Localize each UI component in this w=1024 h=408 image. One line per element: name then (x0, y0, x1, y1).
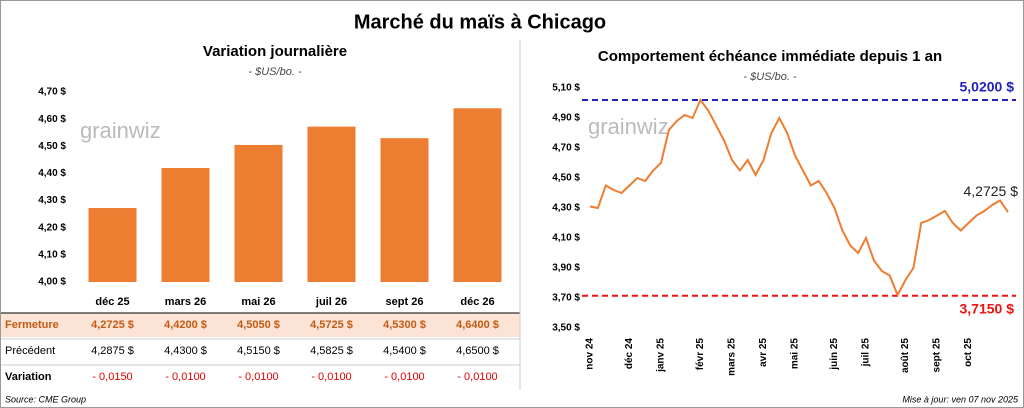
x-tick-label: mars 26 (165, 296, 207, 308)
x-tick-label: avr 25 (758, 338, 769, 367)
updated: Mise à jour: ven 07 nov 2025 (902, 394, 1019, 404)
table-cell: - 0,0100 (165, 371, 205, 383)
x-tick-label: sept 25 (932, 338, 943, 373)
x-tick-label: déc 26 (460, 296, 494, 308)
y-tick-label: 4,50 $ (552, 173, 580, 184)
page-title: Marché du maïs à Chicago (354, 11, 606, 33)
row-label: Précédent (5, 345, 55, 357)
row-highlight (1, 313, 520, 337)
table-cell: 4,5825 $ (310, 345, 353, 357)
y-tick-label: 4,90 $ (552, 113, 580, 124)
y-tick-label: 5,10 $ (552, 83, 580, 94)
y-tick-label: 3,50 $ (552, 323, 580, 334)
y-tick-label: 4,70 $ (552, 143, 580, 154)
reference-label: 5,0200 $ (960, 79, 1015, 95)
x-tick-label: sept 26 (386, 296, 424, 308)
table-cell: 4,6400 $ (456, 319, 499, 331)
line (589, 98, 1009, 298)
y-tick-label: 4,30 $ (552, 203, 580, 214)
bar (161, 168, 210, 282)
x-tick-label: juil 26 (315, 296, 347, 308)
y-tick-label: 4,10 $ (38, 249, 66, 260)
x-tick-label: déc 25 (95, 296, 129, 308)
watermark: grainwiz (80, 118, 161, 143)
y-tick-label: 4,30 $ (38, 195, 66, 206)
table-cell: - 0,0100 (238, 371, 278, 383)
bar (380, 138, 429, 282)
watermark: grainwiz (588, 114, 669, 139)
y-tick-label: 4,20 $ (38, 222, 66, 233)
x-tick-label: août 25 (900, 338, 911, 373)
x-tick-label: mai 25 (790, 338, 801, 370)
bar (234, 144, 283, 282)
table-cell: 4,5150 $ (237, 345, 280, 357)
source: Source: CME Group (5, 394, 86, 404)
x-tick-label: févr 25 (695, 338, 706, 371)
chart-title: Comportement échéance immédiate depuis 1… (598, 48, 942, 65)
y-tick-label: 4,50 $ (38, 141, 66, 152)
x-tick-label: juin 25 (829, 338, 840, 371)
y-tick-label: 4,40 $ (38, 168, 66, 179)
table-cell: 4,5400 $ (383, 345, 426, 357)
x-tick-label: nov 24 (585, 338, 596, 370)
table-cell: 4,4300 $ (164, 345, 207, 357)
end-label: 4,2725 $ (964, 183, 1019, 199)
table-cell: 4,2875 $ (91, 345, 134, 357)
y-tick-label: 3,70 $ (552, 293, 580, 304)
x-tick-label: janv 25 (656, 338, 667, 373)
y-tick-label: 3,90 $ (552, 263, 580, 274)
table-cell: - 0,0100 (384, 371, 424, 383)
table-cell: - 0,0150 (92, 371, 132, 383)
chart-subtitle: - $US/bo. - (248, 66, 302, 78)
x-tick-label: mai 26 (241, 296, 275, 308)
table-cell: 4,4200 $ (164, 319, 207, 331)
bar (307, 126, 356, 282)
y-tick-label: 4,10 $ (552, 233, 580, 244)
table-cell: 4,5300 $ (383, 319, 426, 331)
reference-label: 3,7150 $ (960, 300, 1015, 316)
table-cell: - 0,0100 (457, 371, 497, 383)
row-label: Fermeture (5, 319, 59, 331)
x-tick-label: déc 24 (624, 338, 635, 370)
bar (453, 108, 502, 283)
y-tick-label: 4,00 $ (38, 277, 66, 288)
x-tick-label: oct 25 (963, 338, 974, 367)
x-tick-label: juil 25 (861, 338, 872, 368)
table-cell: 4,5050 $ (237, 319, 280, 331)
row-label: Variation (5, 371, 52, 383)
table-cell: 4,5725 $ (310, 319, 353, 331)
table-cell: 4,6500 $ (456, 345, 499, 357)
chart-subtitle: - $US/bo. - (743, 71, 797, 83)
bar (88, 208, 137, 282)
chart-title: Variation journalière (203, 43, 347, 60)
y-tick-label: 4,60 $ (38, 114, 66, 125)
x-tick-label: mars 25 (727, 338, 738, 376)
table-cell: - 0,0100 (311, 371, 351, 383)
y-tick-label: 4,70 $ (38, 87, 66, 98)
table-cell: 4,2725 $ (91, 319, 134, 331)
